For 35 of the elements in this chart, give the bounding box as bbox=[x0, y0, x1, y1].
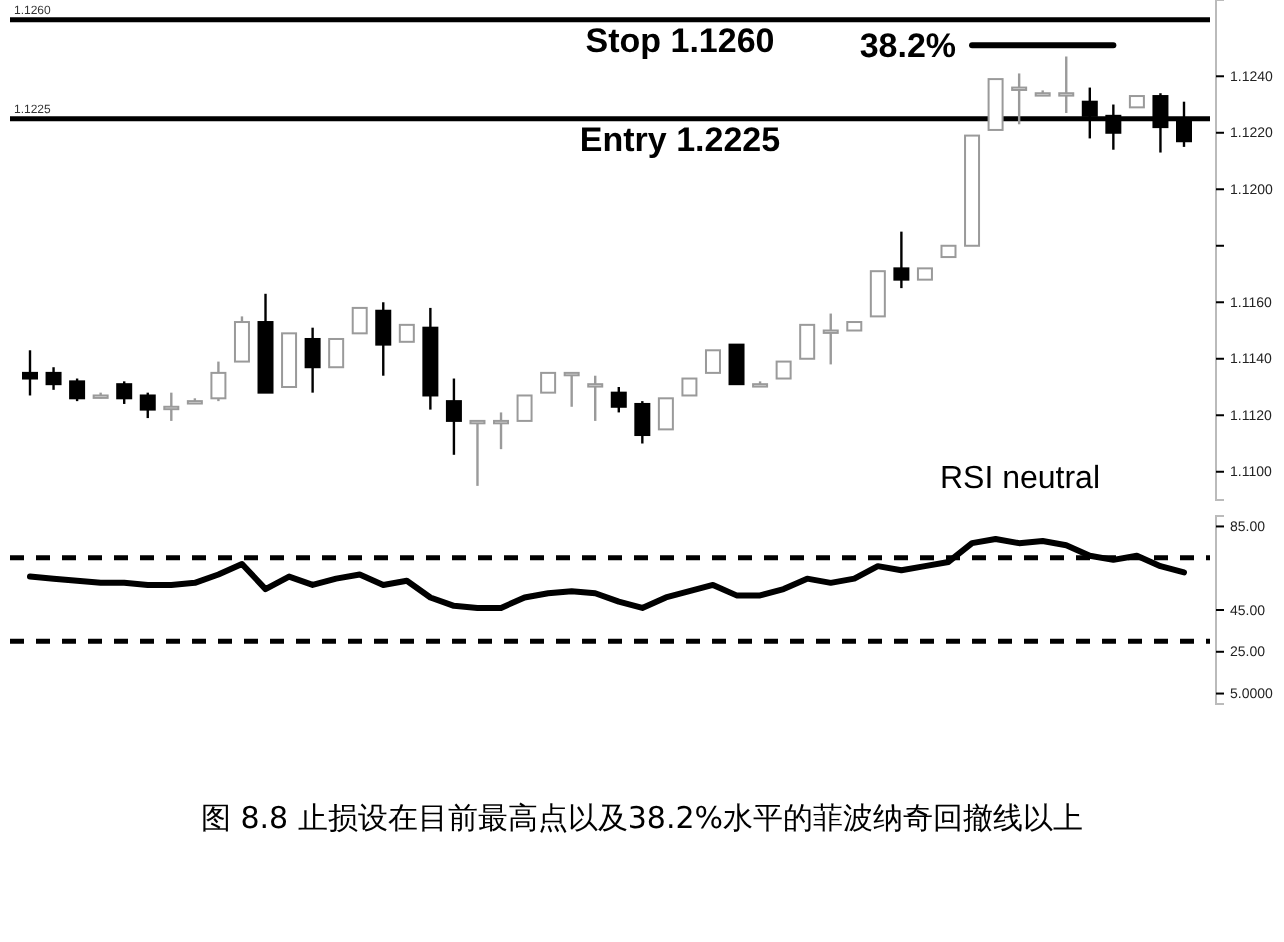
candlestick bbox=[163, 391, 180, 423]
series-label: 38.2% bbox=[859, 27, 957, 66]
candlestick bbox=[304, 326, 321, 394]
candlestick bbox=[587, 374, 604, 423]
candlestick bbox=[728, 343, 745, 386]
candlestick bbox=[493, 411, 510, 451]
caption: 图 8.8 止损设在目前最高点以及38.2%水平的菲波纳奇回撤线以上 bbox=[200, 800, 1084, 836]
candlestick bbox=[139, 391, 156, 420]
ref-line-label: Entry 1.2225 bbox=[579, 120, 781, 159]
candlestick bbox=[116, 380, 133, 406]
candlestick bbox=[540, 371, 557, 394]
candlestick bbox=[822, 312, 839, 366]
candlestick bbox=[445, 377, 462, 456]
candlestick bbox=[210, 360, 227, 403]
candlestick bbox=[869, 270, 886, 318]
candlestick bbox=[799, 323, 816, 360]
candlestick bbox=[1011, 72, 1028, 126]
candlestick bbox=[704, 349, 721, 374]
candlestick bbox=[22, 349, 38, 397]
candlestick bbox=[634, 399, 651, 445]
candlestick bbox=[657, 397, 674, 431]
candlestick bbox=[45, 366, 62, 392]
ref-line-label: Stop 1.1260 bbox=[585, 21, 775, 60]
candlestick bbox=[351, 306, 368, 335]
candlestick bbox=[69, 377, 86, 403]
candlestick bbox=[233, 315, 250, 363]
candlestick bbox=[328, 337, 345, 369]
candlestick bbox=[1058, 55, 1075, 115]
candlestick bbox=[469, 419, 486, 488]
candlestick bbox=[610, 385, 627, 414]
candlestick bbox=[516, 394, 533, 422]
candlestick bbox=[893, 230, 910, 290]
candlestick bbox=[375, 301, 392, 377]
annotation: RSI neutral bbox=[939, 462, 1101, 496]
candlestick bbox=[563, 371, 580, 408]
